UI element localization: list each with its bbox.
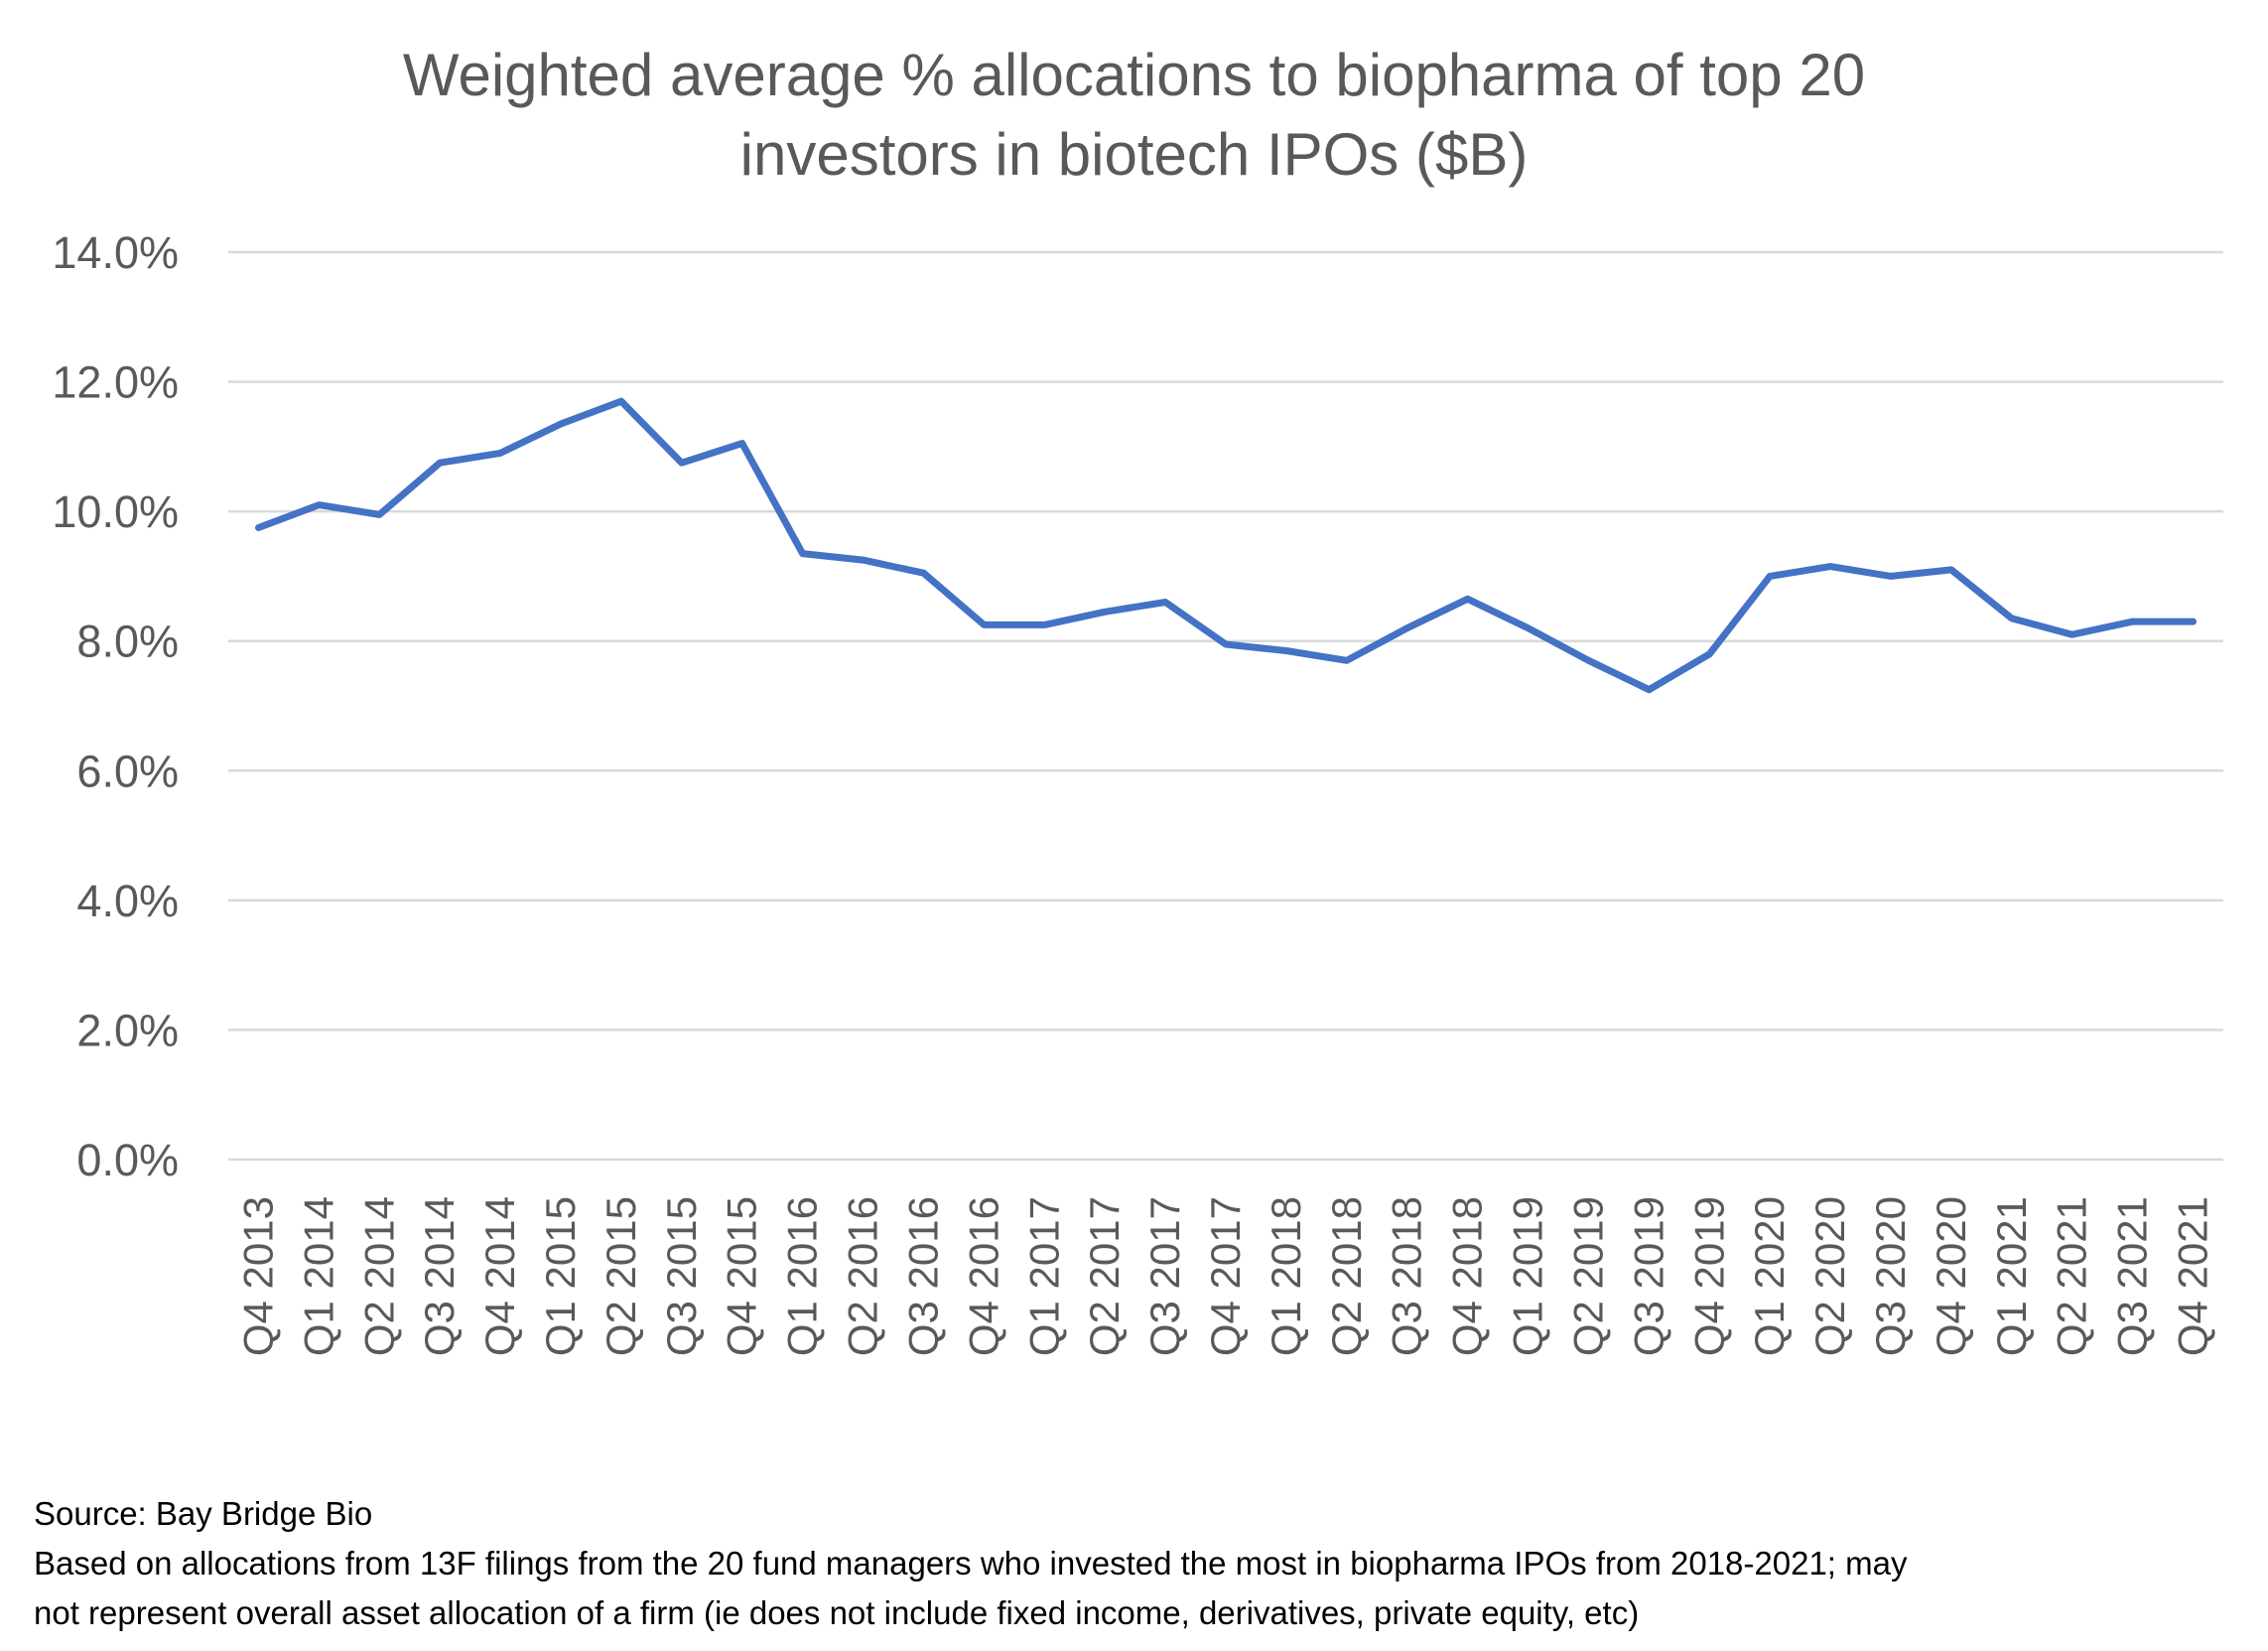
data-point — [255, 524, 262, 531]
data-point — [2129, 619, 2136, 625]
data-point — [1041, 621, 1048, 628]
data-point — [1282, 647, 1289, 654]
line-chart: 0.0% 2.0% 4.0% 6.0% 8.0% 10.0% 12.0% 14.0% Q4 2… — [52, 227, 2223, 1356]
methodology-note-line-2: not represent overall asset allocation o… — [34, 1594, 1640, 1631]
data-point — [617, 398, 624, 405]
chart-title: Weighted average % allocations to biopha… — [0, 36, 2268, 195]
data-point — [678, 460, 685, 467]
x-tick-label: Q1 2018 — [1263, 1196, 1309, 1356]
y-tick-label: 0.0% — [76, 1135, 179, 1185]
data-point — [2008, 615, 2015, 621]
data-point — [1102, 609, 1109, 616]
y-axis-tick-labels: 0.0% 2.0% 4.0% 6.0% 8.0% 10.0% 12.0% 14.0% — [52, 227, 179, 1185]
x-tick-label: Q4 2018 — [1444, 1196, 1491, 1356]
x-tick-label: Q3 2021 — [2109, 1196, 2156, 1356]
x-tick-label: Q2 2018 — [1323, 1196, 1370, 1356]
chart-title-line-2: investors in biotech IPOs ($B) — [739, 121, 1529, 188]
y-tick-label: 14.0% — [52, 227, 179, 278]
x-tick-label: Q2 2021 — [2049, 1196, 2095, 1356]
x-tick-label: Q3 2015 — [658, 1196, 705, 1356]
data-point — [799, 550, 806, 557]
x-tick-label: Q1 2017 — [1020, 1196, 1067, 1356]
data-point — [437, 460, 444, 467]
x-tick-label: Q2 2014 — [355, 1196, 402, 1356]
x-tick-label: Q2 2015 — [598, 1196, 644, 1356]
data-point — [738, 440, 745, 447]
series-layer — [255, 397, 2197, 694]
x-tick-label: Q4 2016 — [960, 1196, 1006, 1356]
data-point — [1403, 624, 1410, 631]
data-point — [316, 501, 323, 508]
data-point — [1947, 566, 1954, 573]
x-tick-label: Q4 2015 — [719, 1196, 765, 1356]
data-point — [1888, 573, 1894, 580]
x-tick-label: Q1 2019 — [1505, 1196, 1551, 1356]
x-tick-label: Q4 2021 — [2170, 1196, 2216, 1356]
y-tick-label: 8.0% — [76, 617, 179, 667]
data-point — [1343, 657, 1350, 664]
source-note: Source: Bay Bridge Bio — [34, 1495, 373, 1532]
chart-title-line-1: Weighted average % allocations to biopha… — [402, 42, 1866, 108]
x-tick-label: Q3 2017 — [1141, 1196, 1188, 1356]
data-point — [920, 570, 927, 577]
data-point — [1646, 686, 1653, 693]
x-axis-tick-labels: Q4 2013 Q1 2014 Q2 2014 Q3 2014 Q4 2014 Q1 20… — [234, 1196, 2215, 1356]
data-point — [2190, 619, 2197, 625]
x-tick-label: Q2 2017 — [1081, 1196, 1128, 1356]
methodology-note-line-1: Based on allocations from 13F filings fr… — [34, 1545, 1908, 1582]
data-point — [376, 511, 383, 518]
data-point — [1585, 657, 1592, 664]
data-point — [1767, 573, 1774, 580]
x-tick-label: Q1 2015 — [537, 1196, 584, 1356]
y-tick-label: 4.0% — [76, 876, 179, 926]
data-point — [497, 450, 504, 457]
x-tick-label: Q4 2017 — [1202, 1196, 1249, 1356]
data-point — [2068, 631, 2075, 638]
x-tick-label: Q4 2020 — [1928, 1196, 1974, 1356]
y-tick-label: 12.0% — [52, 357, 179, 408]
x-tick-label: Q2 2020 — [1806, 1196, 1853, 1356]
x-tick-label: Q1 2016 — [779, 1196, 826, 1356]
data-point — [981, 621, 988, 628]
x-tick-label: Q4 2019 — [1685, 1196, 1732, 1356]
x-tick-label: Q3 2018 — [1384, 1196, 1430, 1356]
x-tick-label: Q2 2016 — [840, 1196, 886, 1356]
x-tick-label: Q3 2020 — [1867, 1196, 1914, 1356]
x-tick-label: Q3 2019 — [1625, 1196, 1671, 1356]
y-tick-label: 10.0% — [52, 486, 179, 537]
data-point — [558, 421, 564, 428]
data-point — [1223, 640, 1229, 647]
x-tick-label: Q1 2020 — [1746, 1196, 1793, 1356]
y-tick-label: 2.0% — [76, 1005, 179, 1055]
gridlines — [228, 250, 2223, 1162]
x-tick-label: Q4 2013 — [234, 1196, 281, 1356]
x-tick-label: Q3 2016 — [899, 1196, 946, 1356]
data-point — [1162, 599, 1169, 606]
y-tick-label: 6.0% — [76, 746, 179, 796]
x-tick-label: Q4 2014 — [476, 1196, 523, 1356]
data-point — [860, 557, 867, 564]
data-point — [1464, 596, 1471, 603]
data-point — [1706, 650, 1713, 657]
x-tick-label: Q3 2014 — [416, 1196, 463, 1356]
data-point — [1525, 624, 1532, 631]
x-tick-label: Q1 2014 — [295, 1196, 341, 1356]
data-point — [1827, 563, 1834, 570]
x-tick-label: Q2 2019 — [1564, 1196, 1611, 1356]
footnotes: Source: Bay Bridge Bio Based on allocati… — [34, 1489, 2247, 1638]
x-tick-label: Q1 2021 — [1988, 1196, 2035, 1356]
